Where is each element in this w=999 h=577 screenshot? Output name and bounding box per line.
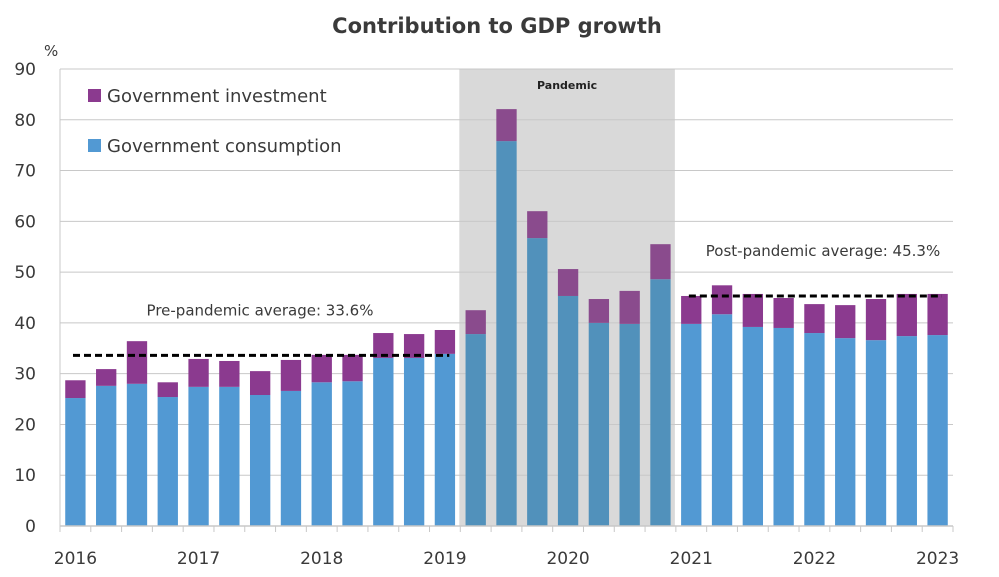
bar-investment-2021Q2 — [711, 285, 733, 315]
bar-investment-2018Q3 — [373, 333, 394, 358]
x-tick-label: 2022 — [793, 549, 836, 569]
legend-swatch — [88, 89, 101, 102]
bar-consumption-2018Q2 — [342, 381, 363, 526]
legend-label: Government investment — [107, 86, 327, 107]
bar-consumption-2018Q4 — [403, 357, 425, 526]
bar-consumption-2021Q1 — [681, 323, 702, 526]
bar-investment-2019Q4 — [527, 211, 548, 239]
y-tick-label: 30 — [14, 365, 36, 385]
bar-investment-2022Q3 — [865, 299, 887, 341]
bar-consumption-2016Q1 — [65, 398, 86, 526]
bar-investment-2023Q1 — [927, 293, 948, 336]
bar-consumption-2017Q4 — [280, 390, 302, 526]
bar-consumption-2021Q4 — [773, 327, 794, 526]
x-tick-label: 2016 — [54, 549, 97, 569]
y-tick-label: 80 — [14, 111, 36, 131]
bar-investment-2022Q1 — [804, 304, 825, 334]
pandemic-label: Pandemic — [537, 79, 597, 92]
bar-investment-2018Q4 — [403, 334, 425, 358]
y-tick-label: 40 — [14, 314, 36, 334]
bar-investment-2018Q1 — [311, 354, 332, 383]
bar-investment-2019Q3 — [496, 109, 517, 142]
bar-investment-2021Q4 — [773, 298, 794, 328]
bar-consumption-2021Q2 — [711, 314, 733, 526]
bar-consumption-2016Q4 — [157, 397, 178, 526]
bar-investment-2017Q1 — [188, 358, 209, 387]
bar-consumption-2019Q4 — [527, 238, 548, 526]
bar-consumption-2018Q1 — [311, 382, 332, 526]
bar-investment-2016Q3 — [126, 341, 148, 384]
bar-consumption-2022Q1 — [804, 333, 825, 526]
bar-consumption-2018Q3 — [373, 357, 394, 526]
bar-consumption-2022Q3 — [865, 340, 887, 526]
reference-label-pre-pandemic: Pre-pandemic average: 33.6% — [147, 301, 374, 319]
bar-investment-2020Q2 — [588, 299, 610, 323]
x-tick-label: 2019 — [423, 549, 466, 569]
bar-consumption-2019Q3 — [496, 141, 517, 527]
bar-investment-2016Q2 — [96, 369, 117, 386]
bar-consumption-2017Q3 — [249, 394, 271, 526]
bar-consumption-2019Q1 — [434, 353, 456, 526]
bar-consumption-2023Q1 — [927, 335, 948, 526]
x-tick-label: 2018 — [300, 549, 343, 569]
bar-consumption-2020Q3 — [619, 323, 640, 526]
bar-consumption-2022Q2 — [835, 338, 856, 526]
legend-swatch — [88, 139, 101, 152]
bar-consumption-2021Q3 — [742, 326, 764, 526]
y-tick-label: 70 — [14, 162, 36, 182]
y-axis-unit: % — [44, 42, 58, 60]
bar-investment-2020Q4 — [650, 244, 671, 280]
bar-investment-2021Q3 — [742, 293, 764, 327]
y-tick-label: 60 — [14, 212, 36, 232]
bar-investment-2019Q2 — [465, 310, 486, 335]
bar-investment-2021Q1 — [681, 295, 702, 324]
bar-investment-2019Q1 — [434, 329, 456, 354]
bar-consumption-2020Q4 — [650, 279, 671, 526]
chart-title: Contribution to GDP growth — [332, 14, 662, 38]
y-tick-label: 50 — [14, 263, 36, 283]
bar-consumption-2017Q1 — [188, 386, 209, 526]
bar-investment-2016Q4 — [157, 382, 178, 398]
bar-investment-2018Q2 — [342, 354, 363, 382]
bar-consumption-2016Q3 — [126, 383, 148, 526]
bar-consumption-2019Q2 — [465, 334, 486, 526]
bar-investment-2016Q1 — [65, 380, 86, 399]
x-tick-label: 2017 — [177, 549, 220, 569]
y-tick-label: 0 — [25, 517, 36, 537]
x-tick-label: 2023 — [916, 549, 959, 569]
bar-consumption-2017Q2 — [219, 386, 240, 526]
x-tick-label: 2020 — [546, 549, 589, 569]
bar-consumption-2022Q4 — [896, 336, 917, 526]
y-tick-label: 20 — [14, 415, 36, 435]
bar-investment-2017Q3 — [249, 371, 271, 395]
bar-consumption-2016Q2 — [96, 385, 117, 526]
bar-consumption-2020Q1 — [557, 295, 579, 526]
bar-investment-2020Q1 — [557, 269, 579, 296]
legend-label: Government consumption — [107, 136, 342, 157]
bar-investment-2022Q4 — [896, 293, 917, 337]
legend: Government investment Government consumpt… — [88, 86, 342, 157]
y-tick-label: 90 — [14, 60, 36, 80]
bar-investment-2017Q4 — [280, 359, 302, 391]
bar-investment-2022Q2 — [835, 305, 856, 339]
bar-investment-2020Q3 — [619, 290, 640, 324]
bar-consumption-2020Q2 — [588, 322, 610, 526]
reference-label-post-pandemic: Post-pandemic average: 45.3% — [706, 242, 940, 260]
y-tick-label: 10 — [14, 466, 36, 486]
x-tick-label: 2021 — [670, 549, 713, 569]
bar-investment-2017Q2 — [219, 360, 240, 387]
